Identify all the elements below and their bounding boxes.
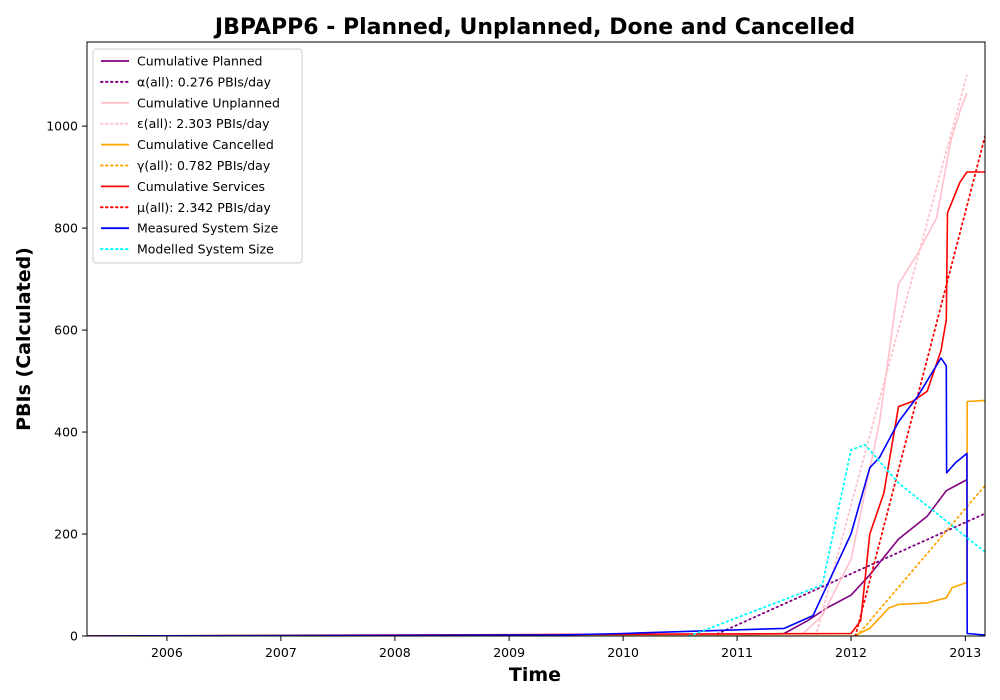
- y-tick-label: 800: [54, 221, 78, 236]
- chart-title: JBPAPP6 - Planned, Unplanned, Done and C…: [213, 15, 855, 40]
- legend-label-9: Measured System Size: [137, 221, 279, 236]
- x-tick-label: 2010: [607, 645, 639, 660]
- series-line-8: [854, 135, 985, 636]
- x-tick-label: 2011: [721, 645, 753, 660]
- y-axis: 0 200 400 600 800 1000: [46, 119, 87, 644]
- x-axis-label: Time: [509, 664, 561, 686]
- x-tick-label: 2008: [379, 645, 411, 660]
- legend-label-7: Cumulative Services: [137, 179, 265, 194]
- y-tick-label: 1000: [46, 119, 78, 134]
- series-line-6: [856, 484, 985, 636]
- legend-label-2: α(all): 0.276 PBIs/day: [137, 74, 272, 89]
- legend-label-10: Modelled System Size: [137, 242, 274, 257]
- x-tick-label: 2013: [949, 645, 981, 660]
- legend-box: [92, 48, 303, 264]
- y-tick-label: 400: [54, 425, 78, 440]
- legend-label-4: ε(all): 2.303 PBIs/day: [137, 116, 270, 131]
- legend-label-5: Cumulative Cancelled: [137, 137, 274, 152]
- x-tick-label: 2012: [835, 645, 867, 660]
- x-tick-label: 2006: [151, 645, 183, 660]
- legend-label-3: Cumulative Unplanned: [137, 95, 280, 110]
- y-tick-label: 0: [70, 629, 78, 644]
- y-axis-label: PBIs (Calculated): [13, 247, 35, 431]
- plot-area-frame: [86, 41, 986, 637]
- legend: Cumulative Planned α(all): 0.276 PBIs/day…: [92, 48, 303, 264]
- series-line-9: [87, 357, 985, 636]
- y-tick-label: 600: [54, 323, 78, 338]
- y-tick-label: 200: [54, 527, 78, 542]
- legend-label-6: γ(all): 0.782 PBIs/day: [137, 158, 271, 173]
- series-layer: [87, 74, 985, 636]
- series-line-5: [87, 399, 985, 636]
- series-line-4: [814, 74, 968, 636]
- legend-label-1: Cumulative Planned: [137, 54, 262, 69]
- x-tick-label: 2007: [265, 645, 297, 660]
- series-line-2: [711, 512, 985, 636]
- x-tick-label: 2009: [493, 645, 525, 660]
- series-line-1: [87, 478, 968, 636]
- legend-label-8: μ(all): 2.342 PBIs/day: [137, 200, 271, 215]
- series-line-10: [688, 443, 985, 636]
- x-axis: 2006 2007 2008 2009 2010 2011 2012 2013: [151, 636, 981, 660]
